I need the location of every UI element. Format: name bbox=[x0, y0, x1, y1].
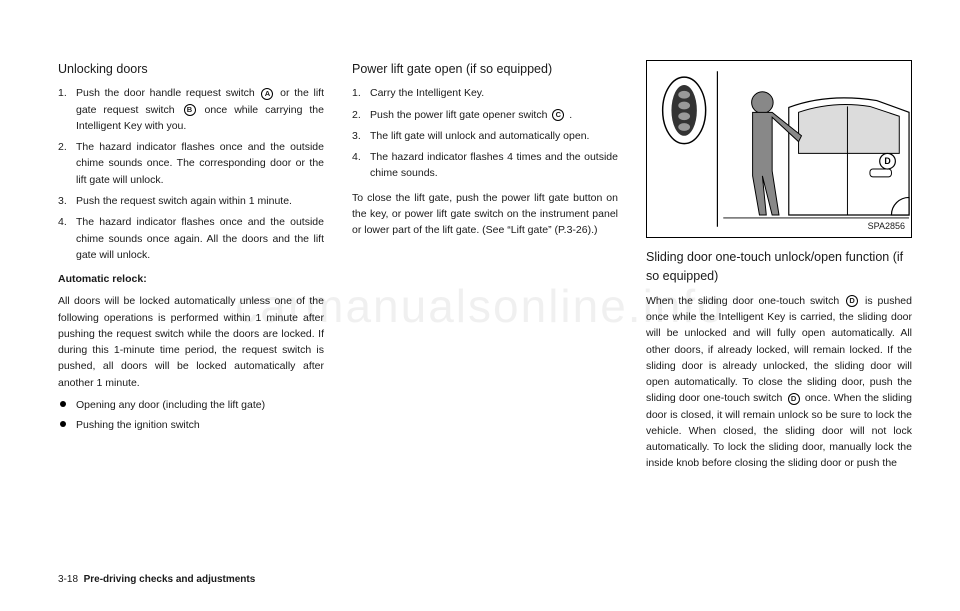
col3-body: When the sliding door one-touch switch D… bbox=[646, 293, 912, 472]
svg-text:D: D bbox=[884, 156, 890, 166]
column-2: Power lift gate open (if so equipped) Ca… bbox=[352, 60, 618, 540]
col3-heading: Sliding door one-touch unlock/open funct… bbox=[646, 248, 912, 287]
col2-list: Carry the Intelligent Key. Push the powe… bbox=[352, 85, 618, 181]
col1-item-1: Push the door handle request switch A or… bbox=[58, 85, 324, 134]
page-number: 3-18 bbox=[58, 574, 78, 585]
illustration-code: SPA2856 bbox=[868, 220, 905, 234]
col1-list: Push the door handle request switch A or… bbox=[58, 85, 324, 263]
col1-item-2: The hazard indicator flashes once and th… bbox=[58, 139, 324, 188]
page-footer: 3-18 Pre-driving checks and adjustments bbox=[58, 574, 255, 585]
badge-b-icon: B bbox=[184, 104, 196, 116]
text-fragment: Push the door handle request switch bbox=[76, 87, 259, 99]
badge-a-icon: A bbox=[261, 88, 273, 100]
content-columns: Unlocking doors Push the door handle req… bbox=[58, 60, 912, 540]
column-3: D SPA2856 Sliding door one-touch unlock/… bbox=[646, 60, 912, 540]
col1-item-3: Push the request switch again within 1 m… bbox=[58, 193, 324, 209]
col2-item-4: The hazard indicator flashes 4 times and… bbox=[352, 149, 618, 182]
badge-d-icon: D bbox=[788, 393, 800, 405]
badge-d-icon: D bbox=[846, 295, 858, 307]
text-fragment: Push the power lift gate opener switch bbox=[370, 109, 550, 121]
text-fragment: is pushed once while the Intelligent Key… bbox=[646, 295, 912, 405]
section-title: Pre-driving checks and adjustments bbox=[84, 574, 256, 585]
illustration-frame: D SPA2856 bbox=[646, 60, 912, 238]
col2-item-3: The lift gate will unlock and automatica… bbox=[352, 128, 618, 144]
relock-heading: Automatic relock: bbox=[58, 271, 324, 287]
bullet-item-2: Pushing the ignition switch bbox=[58, 417, 324, 433]
bullet-item-1: Opening any door (including the lift gat… bbox=[58, 397, 324, 413]
col2-item-2: Push the power lift gate opener switch C… bbox=[352, 107, 618, 123]
col2-item-1: Carry the Intelligent Key. bbox=[352, 85, 618, 101]
badge-c-icon: C bbox=[552, 109, 564, 121]
col1-item-4: The hazard indicator flashes once and th… bbox=[58, 214, 324, 263]
col2-close-text: To close the lift gate, push the power l… bbox=[352, 190, 618, 239]
text-fragment: When the sliding door one-touch switch bbox=[646, 295, 844, 307]
column-1: Unlocking doors Push the door handle req… bbox=[58, 60, 324, 540]
vehicle-illustration: D bbox=[647, 61, 911, 237]
relock-body: All doors will be locked automatically u… bbox=[58, 293, 324, 391]
col2-heading: Power lift gate open (if so equipped) bbox=[352, 60, 618, 79]
col1-heading: Unlocking doors bbox=[58, 60, 324, 79]
text-fragment: . bbox=[566, 109, 572, 121]
